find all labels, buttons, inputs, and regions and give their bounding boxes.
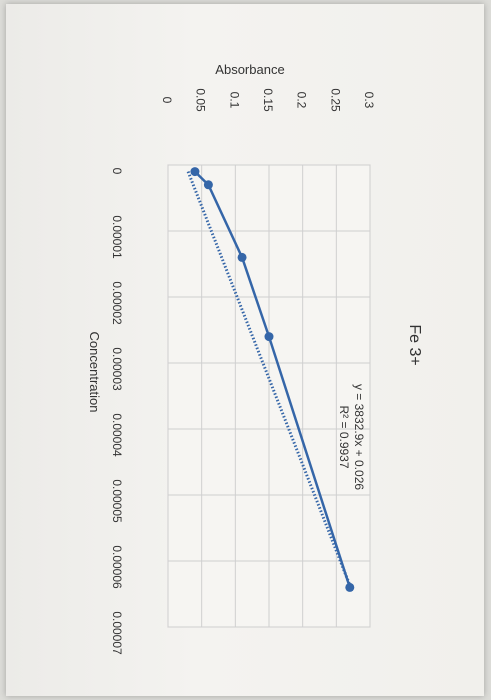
y-tick-label: 0.1 (227, 92, 241, 109)
x-tick-labels: 0 0.00001 0.00002 0.00003 0.00004 0.00005 0.00… (110, 168, 124, 655)
y-tick-labels: 0 0.05 0.1 0.15 0.2 0.25 0.3 (160, 88, 376, 112)
x-tick-label: 0.00002 (110, 281, 124, 325)
data-point (237, 252, 247, 262)
x-axis-label: Concentration (87, 332, 102, 413)
y-axis-label: Absorbance (215, 62, 284, 77)
data-point (190, 167, 200, 177)
x-tick-label: 0.00007 (110, 611, 124, 655)
y-tick-label: 0.3 (362, 92, 376, 109)
data-point (345, 582, 355, 592)
trendline-equation: y = 3832.9x + 0.026 (352, 384, 366, 490)
y-tick-label: 0 (160, 97, 174, 104)
data-point (264, 332, 274, 342)
trendline-line (186, 171, 353, 588)
y-tick-label: 0.05 (194, 88, 208, 112)
y-tick-label: 0.25 (328, 88, 342, 112)
x-tick-label: 0 (110, 168, 124, 175)
chart-title: Fe 3+ (406, 324, 423, 365)
trendline (186, 171, 353, 588)
y-tick-label: 0.2 (295, 92, 309, 109)
y-tick-label: 0.15 (261, 88, 275, 112)
x-tick-label: 0.00001 (110, 215, 124, 259)
x-tick-label: 0.00003 (110, 347, 124, 391)
trendline-r-squared: R² = 0.9937 (337, 405, 351, 468)
data-point (203, 180, 213, 190)
x-tick-label: 0.00004 (110, 413, 124, 457)
x-tick-label: 0.00006 (110, 545, 124, 589)
x-tick-label: 0.00005 (110, 479, 124, 523)
data-series (190, 167, 355, 592)
